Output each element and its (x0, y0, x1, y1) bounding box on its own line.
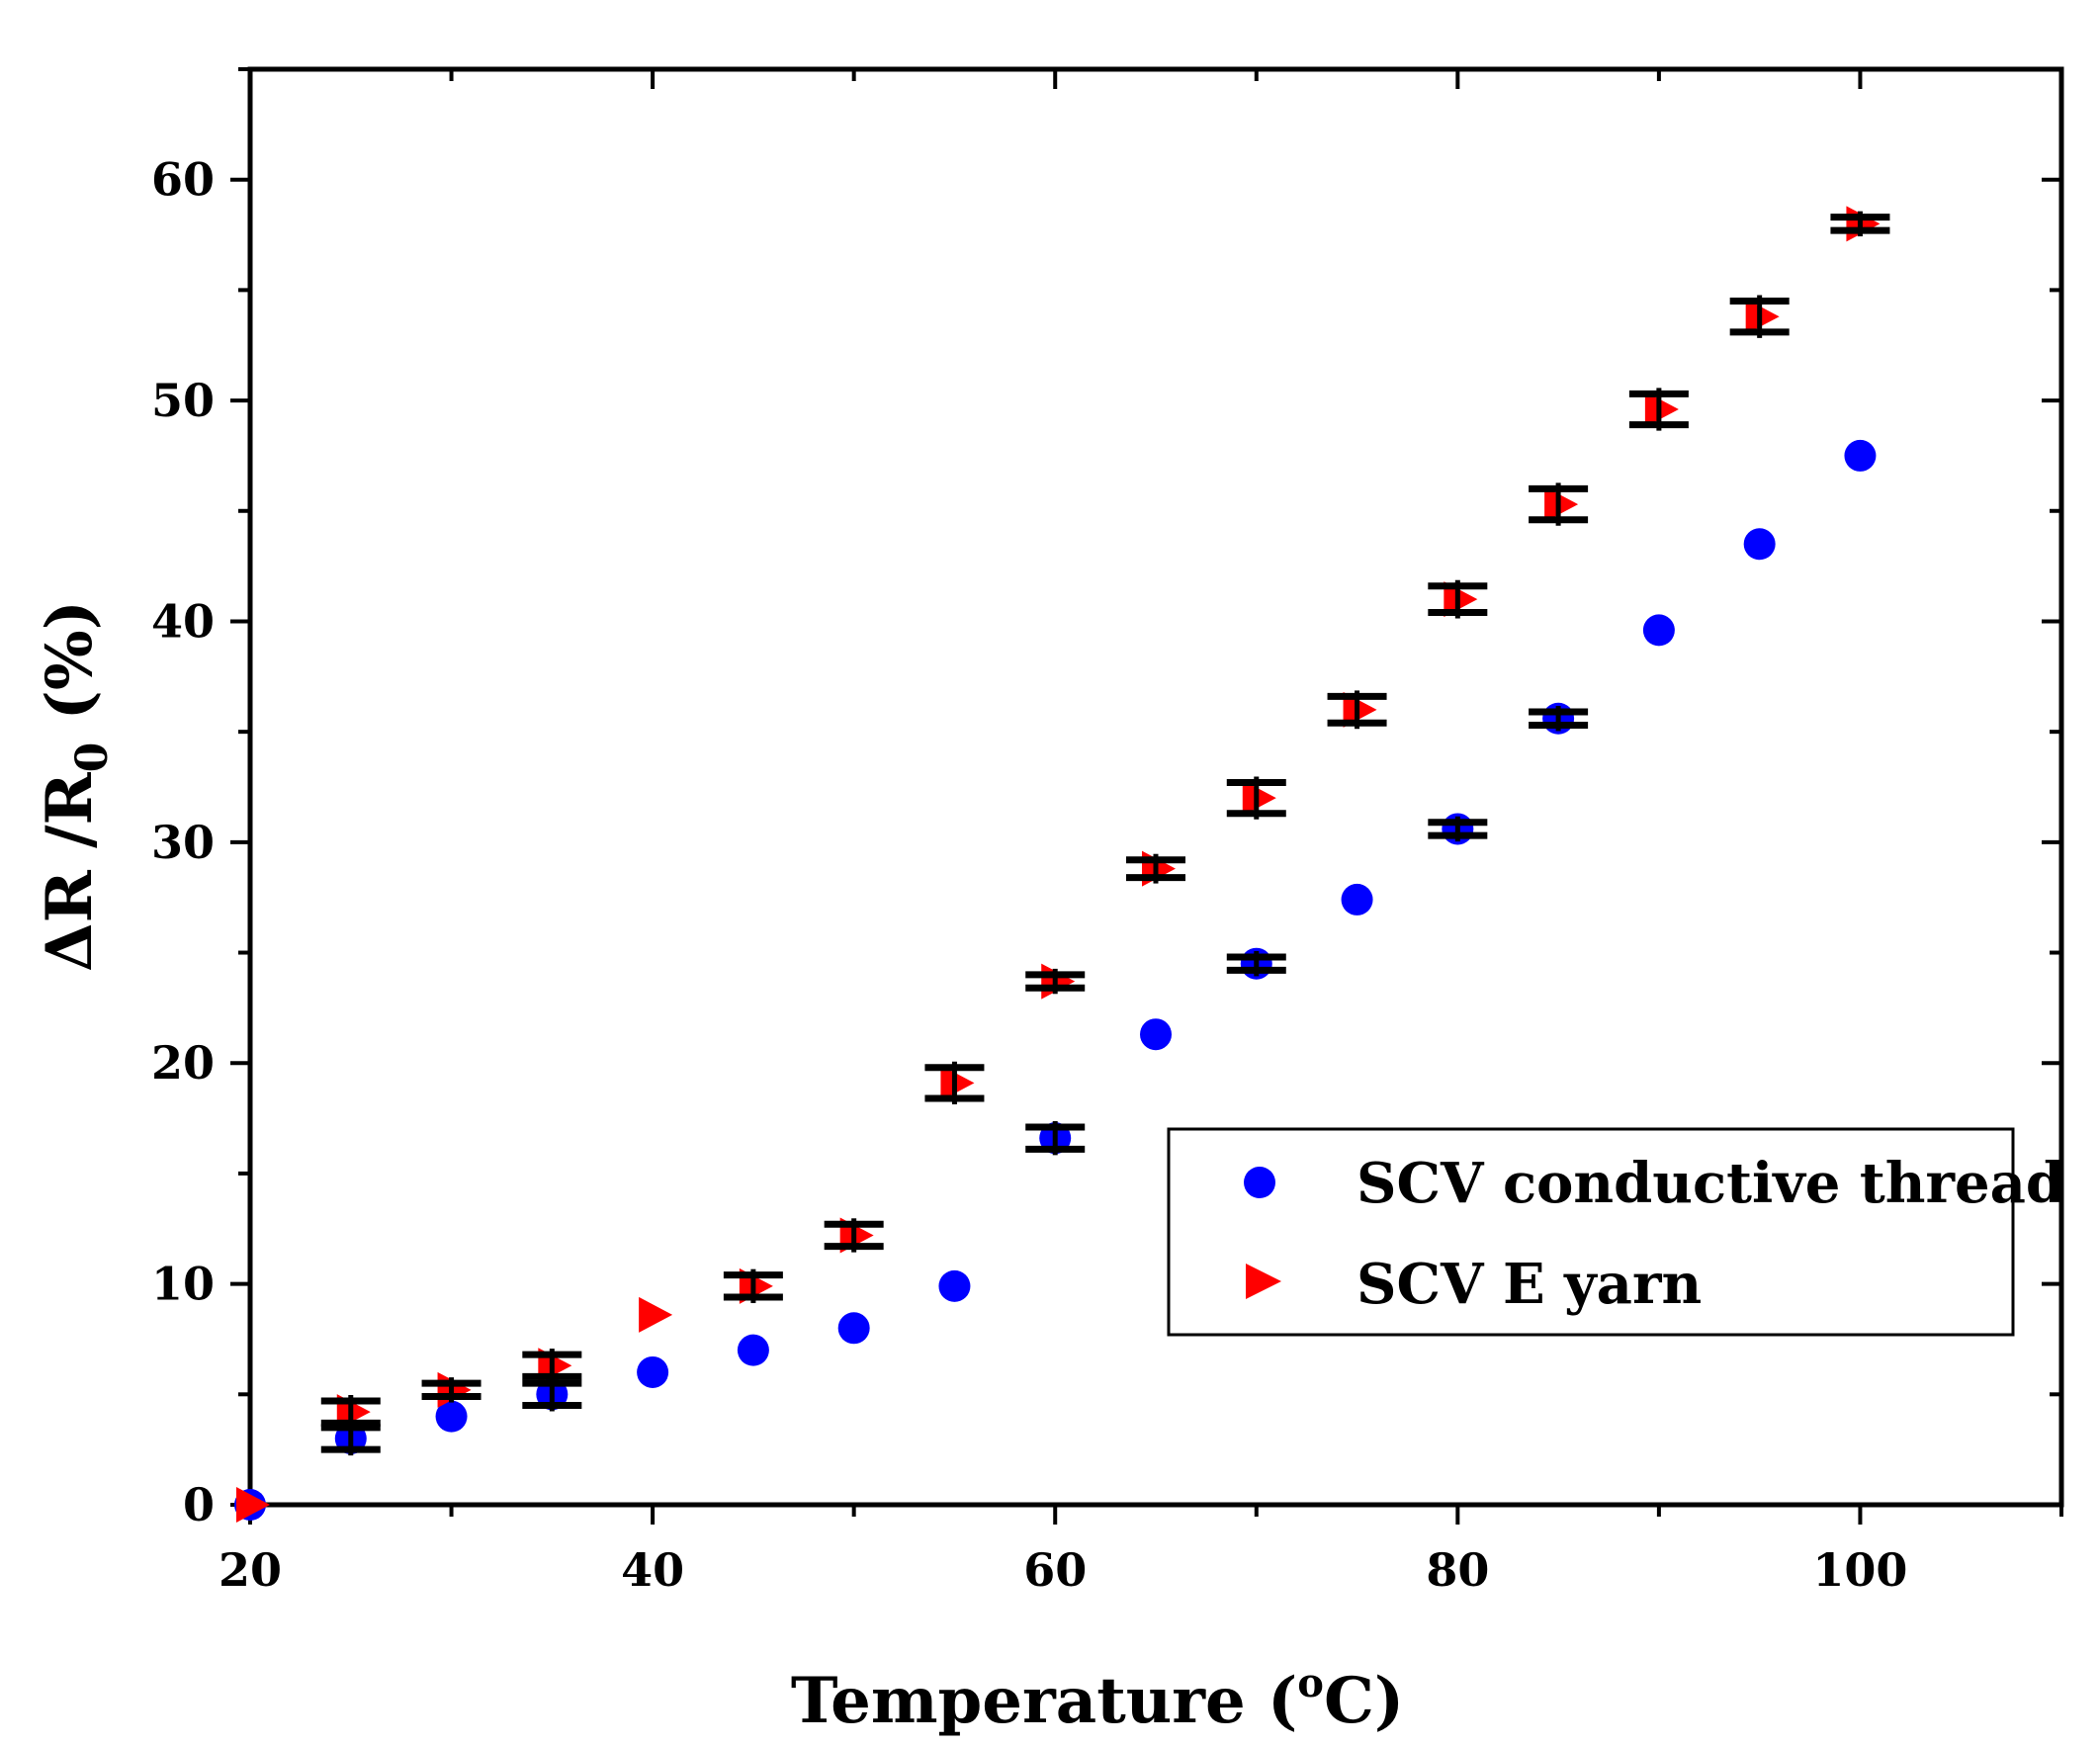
data-point (940, 1065, 975, 1101)
data-point (1341, 883, 1373, 916)
error-bars (320, 211, 1890, 1456)
data-point (938, 1269, 971, 1302)
x-tick-label: 20 (219, 1543, 282, 1597)
plot-frame (247, 66, 2064, 1508)
data-point (1642, 614, 1675, 647)
x-axis-title-suffix: C) (1324, 1664, 1404, 1738)
y-tick-label: 40 (151, 594, 215, 648)
legend-label-e-yarn: SCV E yarn (1356, 1252, 1702, 1317)
data-point (236, 1487, 270, 1523)
legend-box (1167, 1127, 2015, 1337)
y-tick-label: 30 (151, 816, 215, 869)
data-point (1745, 299, 1780, 335)
data-point (1743, 528, 1776, 561)
data-point (1140, 1018, 1172, 1051)
y-tick-label: 50 (151, 374, 215, 427)
x-tick-label: 60 (1023, 1543, 1087, 1597)
data-point (1644, 392, 1679, 428)
data-point (1142, 850, 1176, 887)
data-point (637, 1355, 669, 1388)
legend: SCV conductive thread SCV E yarn (1167, 1127, 2064, 1337)
data-point (1544, 486, 1579, 523)
data-point (639, 1296, 673, 1333)
x-axis-title-superscript: o (1297, 1660, 1324, 1706)
y-axis-title: ΔR /R0 (%) (33, 600, 118, 972)
data-point (1343, 691, 1377, 728)
x-tick-label: 80 (1426, 1543, 1489, 1597)
legend-marker-e-yarn (1246, 1264, 1281, 1299)
x-tick-label: 100 (1812, 1543, 1907, 1597)
data-point (435, 1400, 468, 1433)
data-point (1844, 439, 1877, 472)
x-axis-title: Temperature (oC) (791, 1660, 1404, 1738)
data-point (737, 1334, 769, 1366)
y-axis-title-suffix: (%) (33, 600, 107, 742)
legend-label-conductive-thread: SCV conductive thread (1356, 1151, 2064, 1216)
y-axis-title-subscript: 0 (67, 742, 118, 773)
data-point (1444, 581, 1478, 618)
data-point (1041, 963, 1076, 1000)
y-tick-label: 0 (183, 1478, 215, 1531)
data-point (1846, 206, 1881, 242)
x-tick-label: 40 (621, 1543, 684, 1597)
y-tick-label: 60 (151, 153, 215, 207)
x-axis-ticks: 20 40 60 80 100 (219, 69, 2063, 1597)
data-point (1242, 780, 1276, 817)
y-tick-label: 10 (151, 1258, 215, 1311)
data-point (837, 1312, 870, 1345)
y-tick-label: 20 (151, 1036, 215, 1090)
y-axis-ticks: 0 10 20 30 40 50 60 (151, 67, 2061, 1531)
legend-marker-conductive-thread (1244, 1167, 1275, 1198)
